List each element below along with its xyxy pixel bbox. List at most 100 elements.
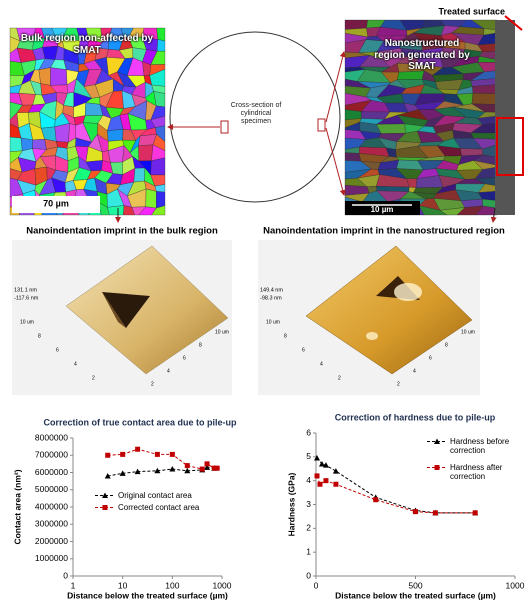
grain — [107, 129, 123, 141]
grain — [50, 68, 67, 86]
grain — [460, 148, 483, 155]
series-line — [317, 476, 475, 513]
afm-bulk-image — [12, 240, 232, 395]
x-tick-label: 100 — [165, 580, 179, 590]
legend-item: Hardness after correction — [427, 463, 517, 481]
y-tick-label: 5000000 — [35, 484, 68, 494]
legend-item: Hardness before correction — [427, 437, 517, 455]
afm-tick: 6 — [429, 355, 432, 361]
marker — [135, 447, 140, 452]
arrow — [326, 128, 344, 195]
x-tick-label: 0 — [314, 580, 319, 590]
afm-tick: 2 — [151, 381, 154, 387]
x-tick-label: 500 — [408, 580, 422, 590]
afm-tick: 10 um — [461, 329, 475, 335]
y-tick-label: 5 — [306, 451, 311, 461]
afm-tick: 8 — [284, 333, 287, 339]
afm-tick: 8 — [445, 342, 448, 348]
legend-swatch — [95, 491, 115, 500]
marker — [205, 461, 210, 466]
grain — [32, 139, 46, 149]
y-tick-label: 4000000 — [35, 501, 68, 511]
afm-tick: 6 — [302, 347, 305, 353]
grain — [151, 158, 165, 175]
scale-label: 70 µm — [43, 198, 69, 208]
x-tick-label: 1 — [71, 580, 76, 590]
bulk-label: Bulk region non-affected by SMAT — [12, 33, 162, 56]
legend-item: Original contact area — [95, 491, 225, 500]
marker — [317, 482, 322, 487]
legend-item: Corrected contact area — [95, 503, 225, 512]
panel-title: Nanoindentation imprint in the nanostruc… — [263, 226, 505, 237]
marker — [185, 463, 190, 468]
grain — [345, 20, 368, 30]
y-tick-label: 3 — [306, 499, 311, 509]
legend-swatch — [427, 437, 447, 446]
marker — [435, 465, 440, 470]
grain — [134, 168, 145, 182]
scale-label: 10 µm — [371, 205, 394, 214]
legend-label: Hardness before correction — [450, 437, 517, 455]
marker — [333, 482, 338, 487]
grain — [376, 124, 405, 134]
legend-label: Original contact area — [118, 491, 192, 500]
cross-section-label: Cross-section of cylindrical specimen — [229, 102, 283, 126]
figure: 70 µm 10 µm Treated surface Nanoindentat… — [0, 0, 527, 601]
y-tick-label: 1 — [306, 546, 311, 556]
y-tick-label: 3000000 — [35, 519, 68, 529]
arrow — [326, 52, 344, 122]
y-axis-label: Hardness (GPa) — [286, 472, 296, 536]
afm-tick: 10 um — [215, 329, 229, 335]
afm-tick: 2 — [338, 375, 341, 381]
marker — [333, 468, 339, 474]
x-tick-label: 1000 — [506, 580, 525, 590]
marker — [103, 505, 108, 510]
legend-label: Corrected contact area — [118, 503, 199, 512]
y-tick-label: 1000000 — [35, 553, 68, 563]
marker — [120, 452, 125, 457]
grain — [472, 93, 497, 104]
y-tick-label: 8000000 — [35, 432, 68, 442]
marker — [373, 497, 378, 502]
grain — [107, 206, 124, 215]
y-tick-label: 0 — [306, 570, 311, 580]
region-box — [221, 121, 228, 133]
afm-tick: 2 — [397, 381, 400, 387]
grain — [146, 189, 157, 208]
legend-label: Hardness after correction — [450, 463, 517, 481]
marker — [323, 478, 328, 483]
afm-tick: 4 — [167, 368, 170, 374]
marker — [200, 467, 205, 472]
marker — [413, 509, 418, 514]
x-axis-label: Distance below the treated surface (µm) — [335, 590, 496, 600]
y-tick-label: 4 — [306, 475, 311, 485]
panel-title: Nanoindentation imprint in the bulk regi… — [26, 226, 218, 237]
y-tick-label: 6 — [306, 427, 311, 437]
grain — [156, 191, 165, 208]
nano-label: Nanostructured region generated by SMAT — [372, 38, 472, 73]
y-tick-label: 6000000 — [35, 467, 68, 477]
afm-tick: 4 — [74, 361, 77, 367]
marker — [170, 452, 175, 457]
marker — [105, 453, 110, 458]
afm-tick: 4 — [413, 368, 416, 374]
y-tick-label: 2000000 — [35, 536, 68, 546]
grain — [39, 68, 51, 86]
marker — [215, 466, 220, 471]
afm-tick: 10 um — [20, 319, 34, 325]
y-tick-label: 0 — [63, 570, 68, 580]
chart-title: Correction of true contact area due to p… — [43, 417, 237, 427]
y-tick-label: 2 — [306, 523, 311, 533]
afm-tick: 8 — [38, 333, 41, 339]
marker — [433, 510, 438, 515]
x-tick-label: 1000 — [213, 580, 232, 590]
ebsd-bulk-image — [10, 28, 165, 215]
grain — [10, 137, 22, 151]
afm-min: -98.3 nm — [260, 295, 282, 301]
marker — [155, 452, 160, 457]
y-axis-label: Contact area (nm²) — [12, 469, 22, 544]
legend-swatch — [95, 503, 115, 512]
chart-title: Correction of hardness due to pile-up — [335, 412, 496, 422]
afm-tick: 6 — [183, 355, 186, 361]
x-axis-label: Distance below the treated surface (µm) — [67, 590, 228, 600]
